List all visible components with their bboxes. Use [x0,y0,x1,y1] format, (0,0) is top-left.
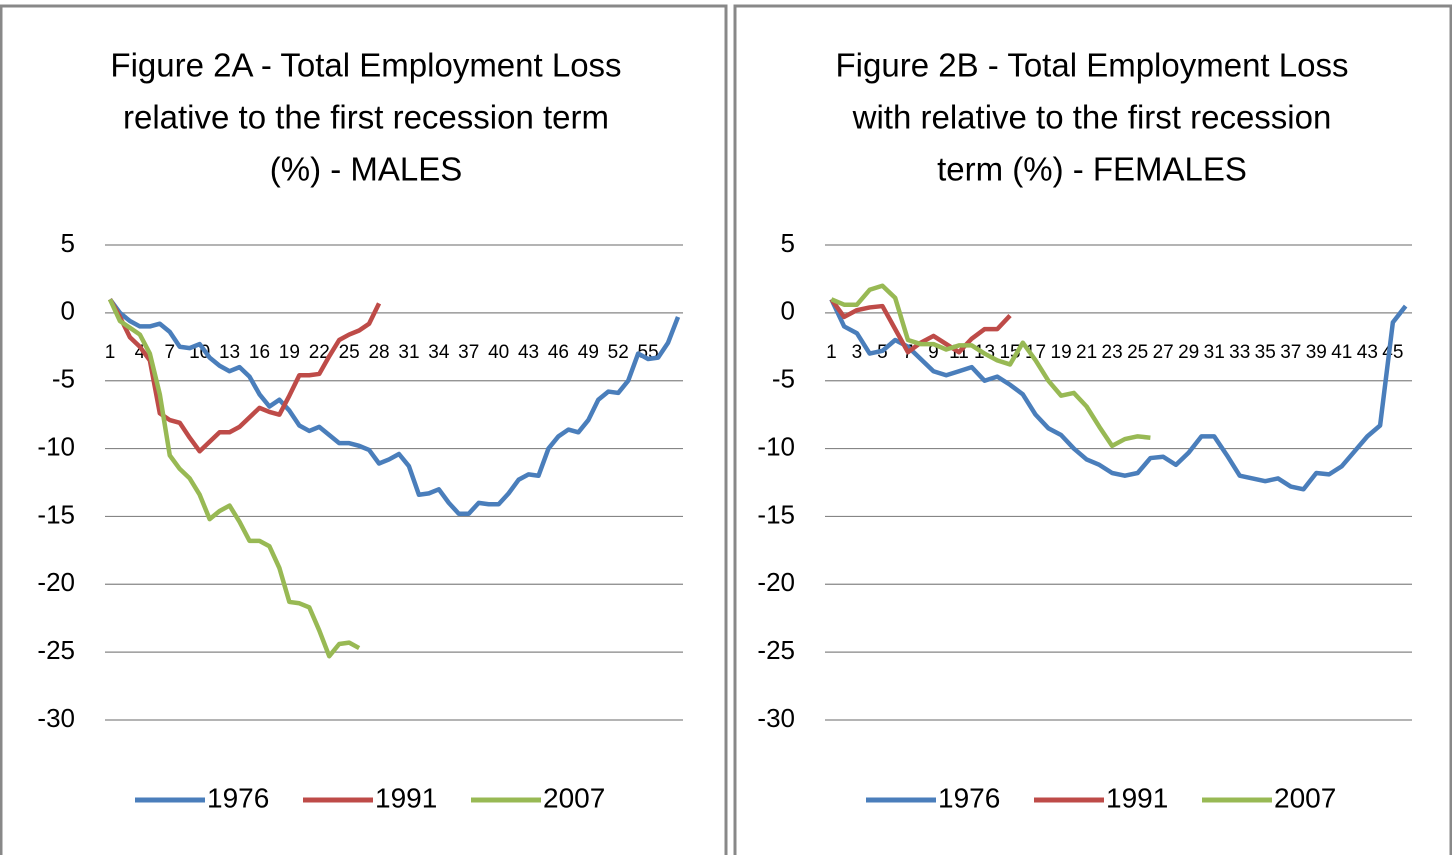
y-tick-label: -5 [772,364,795,394]
x-tick-label: 1 [826,342,837,363]
x-tick-label: 19 [279,342,300,363]
x-tick-label: 31 [398,342,419,363]
line-series [108,297,681,516]
legend-label: 2007 [1274,782,1336,813]
x-tick-label: 7 [164,342,175,363]
x-tick-label: 43 [518,342,539,363]
chart-title: Figure 2B - Total Employment Loss [836,47,1349,84]
chart-title: (%) - MALES [270,151,463,188]
x-tick-label: 22 [309,342,330,363]
y-tick-label: -25 [757,635,795,665]
y-tick-label: -30 [37,703,75,733]
x-tick-label: 39 [1306,342,1327,363]
x-tick-label: 27 [1153,342,1174,363]
x-tick-label: 41 [1331,342,1352,363]
x-tick-label: 23 [1102,342,1123,363]
x-tick-label: 4 [135,342,146,363]
chart-title: term (%) - FEMALES [937,151,1247,188]
x-tick-label: 37 [458,342,479,363]
x-tick-label: 9 [928,342,939,363]
line-series [108,298,382,454]
panel-border [0,4,728,855]
x-tick-label: 37 [1280,342,1301,363]
chart-title: with relative to the first recession [852,99,1332,136]
x-tick-label: 25 [1127,342,1148,363]
x-tick-label: 28 [368,342,389,363]
line-series [830,283,1151,449]
chart-title: Figure 2A - Total Employment Loss [110,47,621,84]
y-tick-label: 0 [61,296,75,326]
y-tick-label: -20 [757,567,795,597]
legend-label: 1976 [207,782,269,813]
x-tick-label: 25 [339,342,360,363]
y-tick-label: -10 [37,431,75,461]
x-tick-label: 46 [548,342,569,363]
x-tick-label: 1 [105,342,116,363]
legend-label: 1976 [938,782,1000,813]
x-tick-label: 49 [578,342,599,363]
x-tick-label: 33 [1229,342,1250,363]
x-tick-label: 34 [428,342,450,363]
x-tick-label: 45 [1382,342,1403,363]
y-tick-label: -20 [37,567,75,597]
x-tick-label: 17 [1025,342,1046,363]
chart-title: relative to the first recession term [123,99,609,136]
y-tick-label: 5 [61,228,75,258]
legend-label: 1991 [1106,782,1168,813]
y-tick-label: -10 [757,431,795,461]
y-tick-label: -25 [37,635,75,665]
x-tick-label: 43 [1357,342,1378,363]
x-tick-label: 40 [488,342,509,363]
x-tick-label: 29 [1178,342,1199,363]
y-tick-label: -30 [757,703,795,733]
y-tick-label: -15 [37,499,75,529]
line-series [829,298,1408,492]
x-tick-label: 16 [249,342,270,363]
y-tick-label: -15 [757,499,795,529]
x-tick-label: 3 [852,342,863,363]
x-tick-label: 52 [608,342,629,363]
y-tick-label: 0 [781,296,795,326]
y-tick-label: -5 [52,364,75,394]
x-tick-label: 13 [219,342,240,363]
line-series [107,298,361,659]
legend-label: 1991 [375,782,437,813]
x-tick-label: 21 [1076,342,1097,363]
y-tick-label: 5 [781,228,795,258]
x-tick-label: 31 [1204,342,1225,363]
x-tick-label: 35 [1255,342,1276,363]
legend-label: 2007 [543,782,605,813]
x-tick-label: 19 [1051,342,1072,363]
panel-border [733,4,1452,855]
